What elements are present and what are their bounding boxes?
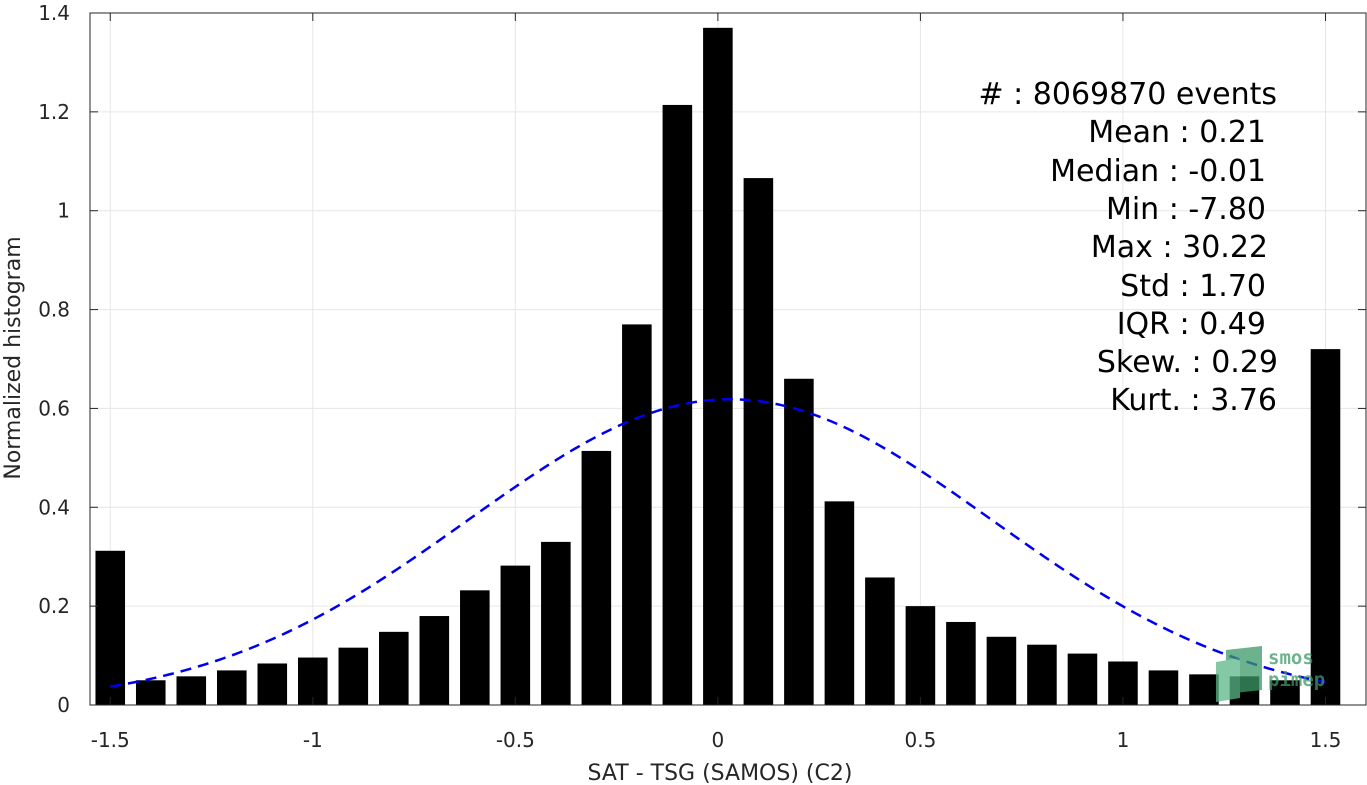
- y-tick-label: 1: [57, 199, 70, 223]
- histogram-bar: [338, 647, 369, 705]
- histogram-bar: [824, 501, 855, 705]
- x-tick-label: 1.5: [1310, 728, 1342, 752]
- y-tick-label: 0.8: [38, 298, 70, 322]
- histogram-bar: [541, 541, 571, 705]
- y-tick-label: 0: [57, 693, 70, 717]
- histogram-bar: [135, 680, 166, 705]
- x-tick-label: 0.5: [905, 728, 937, 752]
- stats-min: Min : -7.80: [1106, 192, 1266, 227]
- logo-text-smos: smos: [1268, 647, 1314, 669]
- y-axis-label: Normalized histogram: [1, 236, 26, 479]
- y-tick-label: 0.6: [38, 396, 70, 420]
- x-tick-label: 0: [712, 728, 725, 752]
- histogram-bar: [379, 631, 409, 705]
- x-tick-label: -1: [303, 728, 323, 752]
- y-axis-ticks: 0 0.2 0.4 0.6 0.8 1 1.2 1.4: [38, 1, 1366, 717]
- plot-frame: [89, 12, 1367, 706]
- stats-kurtosis: Kurt. : 3.76: [1110, 383, 1277, 418]
- fit-curve-line: [110, 398, 1326, 688]
- histogram-bar: [216, 670, 247, 705]
- histogram-bars: [95, 27, 1341, 706]
- histogram-bar: [905, 606, 936, 705]
- histogram-bar: [1027, 644, 1057, 705]
- x-tick-label: -0.5: [496, 728, 535, 752]
- histogram-bar: [946, 621, 976, 705]
- histogram-bar: [703, 27, 733, 706]
- stats-mean: Mean : 0.21: [1088, 115, 1266, 150]
- x-axis-label: SAT - TSG (SAMOS) (C2): [588, 761, 853, 785]
- histogram-bar: [986, 636, 1017, 705]
- logo-text-pimep: pimep: [1268, 669, 1325, 691]
- x-tick-label: -1.5: [91, 728, 130, 752]
- stats-iqr: IQR : 0.49: [1117, 307, 1266, 342]
- histogram-bar: [419, 616, 450, 705]
- y-tick-label: 1.4: [38, 1, 70, 25]
- histogram-bar: [176, 676, 207, 705]
- y-tick-label: 0.4: [38, 495, 70, 519]
- stats-std: Std : 1.70: [1120, 269, 1266, 304]
- histogram-bar: [622, 324, 652, 705]
- histogram-bar: [1310, 349, 1341, 705]
- stats-max: Max : 30.22: [1091, 230, 1268, 265]
- histogram-bar: [581, 450, 612, 705]
- smos-pimep-logo: smos pimep: [1216, 646, 1325, 702]
- histogram-bar: [865, 577, 895, 705]
- histogram-bar: [743, 178, 774, 705]
- histogram-bar: [1270, 680, 1300, 705]
- stats-skewness: Skew. : 0.29: [1097, 345, 1278, 380]
- x-tick-label: 1: [1117, 728, 1130, 752]
- histogram-bar: [1148, 670, 1179, 705]
- histogram-bar: [257, 663, 288, 705]
- histogram-bar: [95, 550, 126, 705]
- stats-box: # : 8069870 events Mean : 0.21 Median : …: [978, 77, 1278, 418]
- logo-shape: [1216, 658, 1240, 702]
- histogram-bar: [500, 565, 531, 705]
- y-tick-label: 1.2: [38, 100, 70, 124]
- stats-count: # : 8069870 events: [978, 77, 1277, 112]
- gaussian-fit-curve: [110, 398, 1326, 688]
- y-tick-label: 0.2: [38, 594, 70, 618]
- histogram-bar: [784, 378, 814, 705]
- axes-frame: [89, 12, 1367, 706]
- histogram-bar: [1067, 653, 1098, 705]
- stats-median: Median : -0.01: [1050, 154, 1266, 189]
- x-axis-ticks: -1.5 -1 -0.5 0 0.5 1 1.5: [91, 13, 1342, 752]
- histogram-bar: [1189, 674, 1219, 705]
- histogram-bar: [460, 590, 490, 705]
